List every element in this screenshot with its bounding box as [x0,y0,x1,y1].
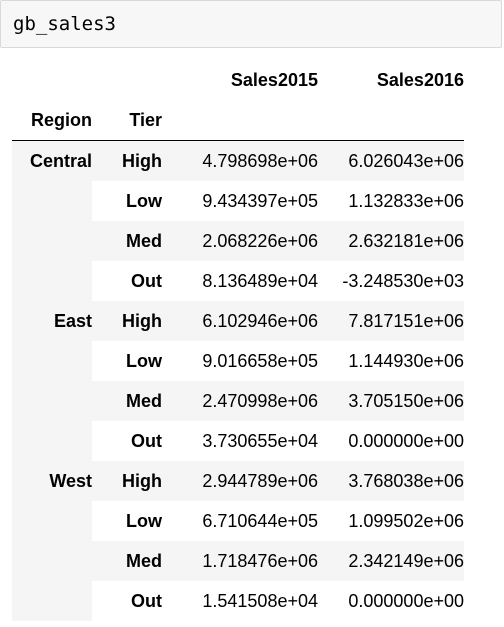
code-cell-text[interactable]: gb_sales3 [13,13,116,35]
table-row: Med 2.068226e+06 2.632181e+06 [12,221,464,261]
table-row: Out 3.730655e+04 0.000000e+00 [12,421,464,461]
dataframe-body: Central High 4.798698e+06 6.026043e+06 Low 9.… [12,140,464,621]
table-row: East High 6.102946e+06 7.817151e+06 [12,301,464,461]
cell-sales2016: 7.817151e+06 [330,301,464,341]
cell-sales2015: 2.944789e+06 [174,461,330,501]
table-row: Low 6.710644e+05 1.099502e+06 [12,501,464,541]
region-label: West [12,461,92,621]
table-row: West High 2.944789e+06 3.768038e+06 [12,461,464,621]
cell-sales2015: 9.434397e+05 [202,190,318,211]
tier-label: Med [92,541,174,581]
column-header-sales2015: Sales2015 [230,69,318,90]
index-name-row: Region Tier [12,100,464,141]
cell-sales2016: -3.248530e+03 [342,270,464,291]
cell-sales2016: 1.132833e+06 [348,190,464,211]
tier-label: Low [126,350,162,371]
code-cell[interactable]: gb_sales3 [0,0,502,48]
cell-sales2016: 0.000000e+00 [348,590,464,611]
tier-label: Low [126,510,162,531]
cell-sales2015: 6.710644e+05 [202,510,318,531]
cell-sales2015: 2.470998e+06 [174,381,330,421]
cell-sales2016: 3.768038e+06 [330,461,464,501]
cell-sales2016: 2.632181e+06 [330,221,464,261]
table-row: Med 1.718476e+06 2.342149e+06 [12,541,464,581]
index-name-region: Region [12,100,92,141]
tier-label: Out [131,430,162,451]
column-header-row: Sales2015 Sales2016 [12,60,464,100]
column-header-sales2016: Sales2016 [376,69,464,90]
cell-sales2016: 2.342149e+06 [330,541,464,581]
tier-label: Out [131,590,162,611]
table-row: Med 2.470998e+06 3.705150e+06 [12,381,464,421]
region-label: East [12,301,92,461]
tier-label: Med [92,381,174,421]
cell-sales2015: 1.541508e+04 [202,590,318,611]
tier-label: Med [92,221,174,261]
tier-label: High [92,301,174,341]
cell-sales2015: 6.102946e+06 [174,301,330,341]
cell-sales2015: 9.016658e+05 [202,350,318,371]
cell-sales2015: 1.718476e+06 [174,541,330,581]
index-name-tier: Tier [92,100,174,141]
cell-sales2015: 2.068226e+06 [174,221,330,261]
cell-sales2015: 8.136489e+04 [202,270,318,291]
cell-sales2016: 1.099502e+06 [348,510,464,531]
table-row: Low 9.016658e+05 1.144930e+06 [12,341,464,381]
tier-label: Out [131,270,162,291]
table-row: Out 1.541508e+04 0.000000e+00 [12,581,464,621]
cell-sales2016: 3.705150e+06 [330,381,464,421]
cell-sales2016: 1.144930e+06 [348,350,464,371]
cell-sales2015: 3.730655e+04 [202,430,318,451]
cell-sales2015: 4.798698e+06 [174,140,330,181]
tier-label: High [92,461,174,501]
table-row: Central High 4.798698e+06 6.026043e+06 [12,140,464,301]
table-row: Low 9.434397e+05 1.132833e+06 [12,181,464,221]
table-row: Out 8.136489e+04 -3.248530e+03 [12,261,464,301]
tier-label: High [92,140,174,181]
region-label: Central [12,140,92,301]
cell-sales2016: 0.000000e+00 [348,430,464,451]
cell-sales2016: 6.026043e+06 [330,140,464,181]
dataframe-table: Sales2015 Sales2016 Region Tier Central H… [12,60,464,621]
tier-label: Low [126,190,162,211]
